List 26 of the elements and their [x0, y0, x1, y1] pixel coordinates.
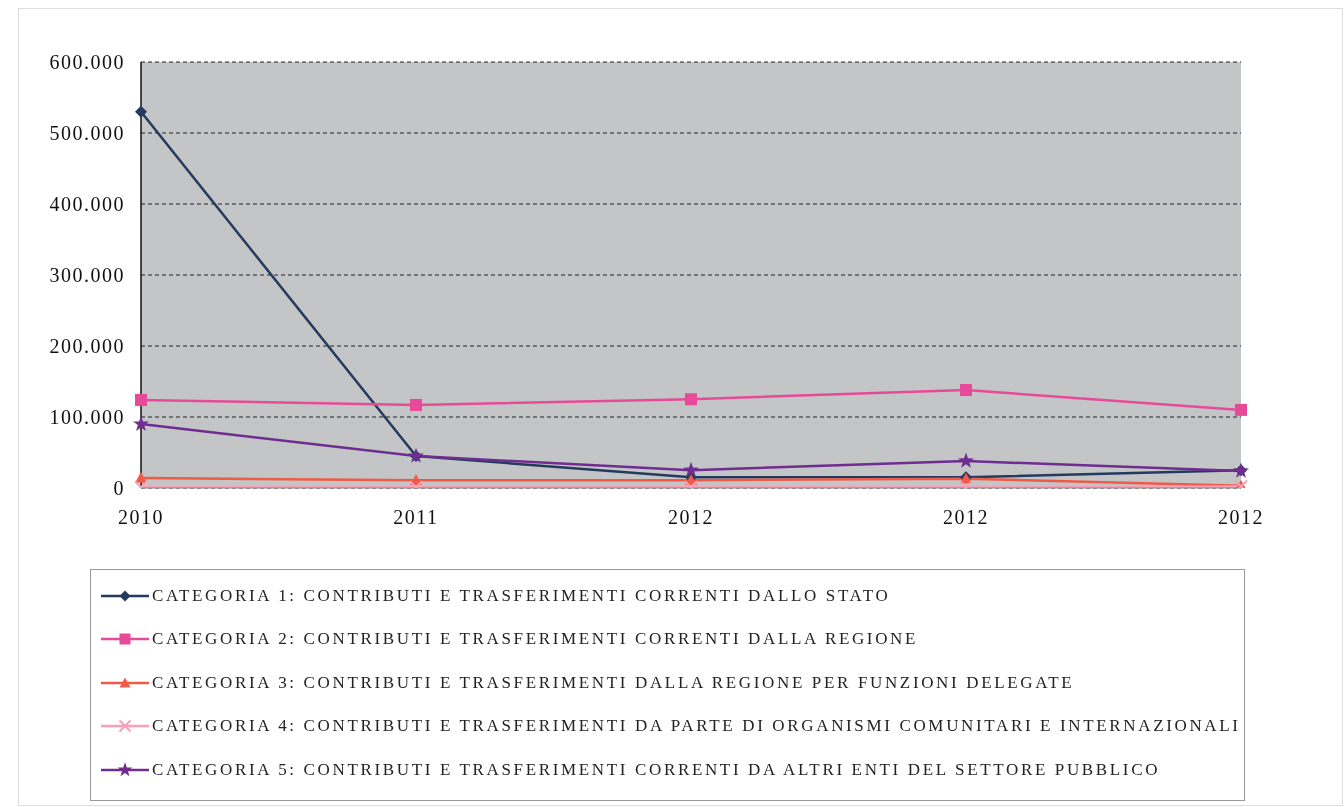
y-tick-label: 400.000 [49, 193, 125, 216]
x-tick-label: 2012 [668, 506, 714, 529]
y-tick-label: 600.000 [49, 51, 125, 74]
point [1235, 403, 1247, 416]
legend-label: CATEGORIA 4: CONTRIBUTI E TRASFERIMENTI DA PARTE DI ORGANISMI COMUNITARI E INTERNAZIONALI [152, 716, 1241, 737]
x-tick-label: 2011 [393, 506, 439, 529]
legend-label: CATEGORIA 5: CONTRIBUTI E TRASFERIMENTI CORRENTI DA ALTRI ENTI DEL SETTORE PUBBLICO [152, 759, 1161, 780]
point [410, 398, 422, 411]
y-tick-label: 500.000 [49, 122, 125, 145]
y-tick-label: 300.000 [49, 264, 125, 287]
point [135, 105, 147, 118]
point [683, 461, 699, 478]
legend-label: CATEGORIA 1: CONTRIBUTI E TRASFERIMENTI CORRENTI DALLO STATO [152, 585, 891, 606]
x-tick-label: 2012 [1218, 506, 1264, 529]
legend-label: CATEGORIA 3: CONTRIBUTI E TRASFERIMENTI DALLA REGIONE PER FUNZIONI DELEGATE [152, 672, 1075, 693]
x-tick-label: 2010 [118, 506, 164, 529]
point [135, 393, 147, 406]
point [133, 415, 149, 431]
legend-label: CATEGORIA 2: CONTRIBUTI E TRASFERIMENTI CORRENTI DALLA REGIONE [152, 629, 919, 650]
point [958, 452, 974, 468]
point [685, 393, 697, 406]
y-tick-label: 100.000 [49, 406, 125, 429]
y-tick-label: 200.000 [49, 335, 125, 358]
y-tick-label: 0 [113, 477, 125, 500]
x-tick-label: 2012 [943, 506, 989, 529]
point [960, 384, 972, 397]
